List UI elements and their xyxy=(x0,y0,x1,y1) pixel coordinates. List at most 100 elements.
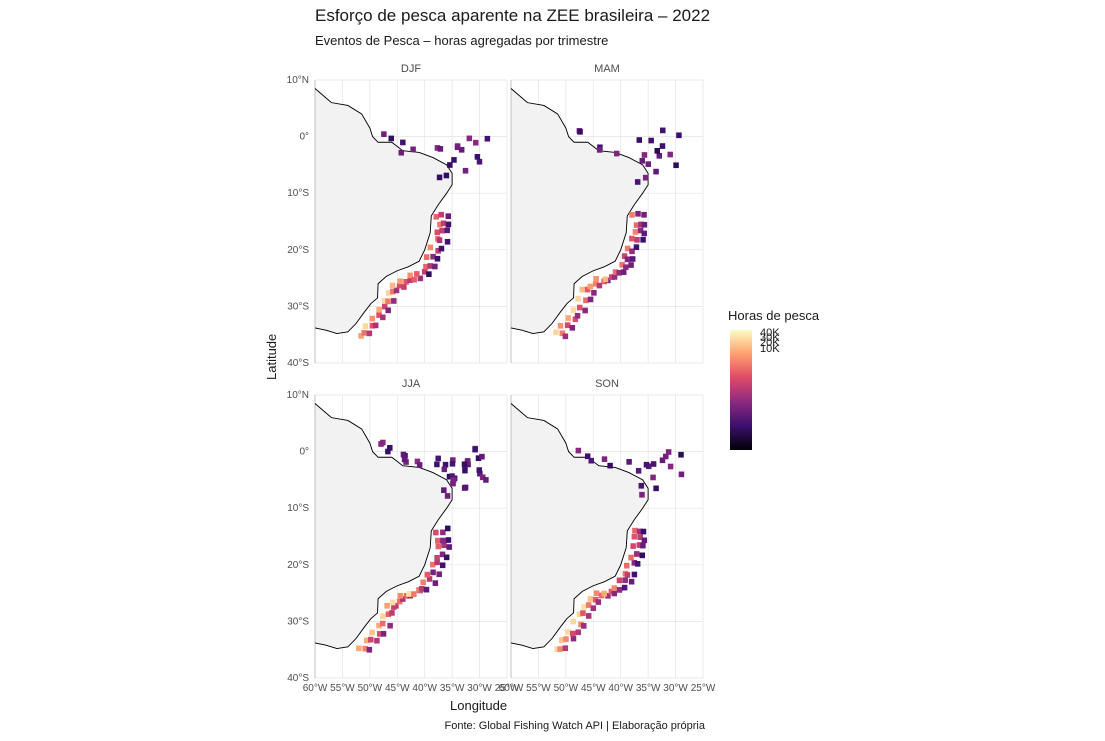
fishing-cell xyxy=(595,599,602,605)
fishing-cell xyxy=(631,533,638,540)
fishing-cell xyxy=(650,461,657,467)
fishing-cell xyxy=(435,543,442,550)
x-tick-label: 35°W xyxy=(636,683,661,694)
fishing-cell xyxy=(443,172,450,179)
fishing-cell xyxy=(631,571,638,578)
fishing-cell xyxy=(434,555,440,561)
fishing-cell xyxy=(569,324,576,331)
fishing-cell xyxy=(454,144,461,151)
fishing-cell xyxy=(570,618,577,625)
fishing-cell xyxy=(423,263,429,270)
fishing-cell xyxy=(580,610,586,616)
legend-tick: 10K xyxy=(760,343,780,355)
fishing-cell xyxy=(391,298,397,304)
fishing-cell xyxy=(607,462,613,469)
fishing-cell xyxy=(414,458,421,465)
fishing-cell xyxy=(361,330,367,336)
fishing-cell xyxy=(440,529,446,536)
fishing-cell xyxy=(439,227,445,234)
fishing-cell xyxy=(667,463,674,470)
y-tick-label: 10°N xyxy=(287,390,309,401)
panel-label: DJF xyxy=(401,63,421,75)
fishing-cell xyxy=(626,459,632,465)
fishing-cell xyxy=(570,635,577,642)
panel-label: MAM xyxy=(594,63,620,75)
fishing-cell xyxy=(632,229,639,235)
fishing-cell xyxy=(570,630,576,637)
fishing-cell xyxy=(416,462,423,468)
fishing-cell xyxy=(591,289,597,296)
fishing-cell xyxy=(623,264,629,271)
fishing-cell xyxy=(593,590,600,597)
fishing-cell xyxy=(445,213,452,220)
x-tick-label: 45°W xyxy=(581,683,606,694)
fishing-cell xyxy=(575,295,581,302)
fishing-cell xyxy=(648,137,654,144)
fishing-cell xyxy=(629,256,636,262)
fishing-cell xyxy=(557,322,564,329)
fishing-cell xyxy=(461,461,468,468)
fishing-cell xyxy=(572,316,579,323)
fishing-cell xyxy=(642,174,649,181)
fishing-cell xyxy=(624,572,631,578)
fishing-cell xyxy=(641,152,648,158)
fishing-cell xyxy=(636,542,643,548)
fishing-cell xyxy=(559,637,565,643)
fishing-cell xyxy=(436,571,442,578)
fishing-cell xyxy=(369,315,376,322)
fishing-cell xyxy=(559,330,566,337)
x-tick-label: 50°W xyxy=(358,683,383,694)
fishing-cell xyxy=(378,441,384,447)
fishing-cell xyxy=(676,132,682,139)
fishing-cell xyxy=(476,158,483,165)
fishing-cell xyxy=(426,576,433,582)
fishing-cell xyxy=(611,590,618,597)
fishing-cell xyxy=(659,143,666,149)
fishing-cell xyxy=(621,584,628,591)
fishing-cell xyxy=(643,461,650,468)
fishing-cell xyxy=(633,222,640,228)
fishing-cell xyxy=(641,537,648,544)
fishing-cell xyxy=(590,605,597,612)
fishing-cell xyxy=(424,571,431,578)
fishing-cell xyxy=(678,451,684,458)
fishing-cell xyxy=(641,221,648,228)
fishing-cell xyxy=(640,236,646,243)
fishing-cell xyxy=(441,466,448,473)
fishing-cell xyxy=(462,467,468,474)
fishing-cell xyxy=(587,283,593,290)
fishing-cell xyxy=(372,322,379,329)
fishing-cell xyxy=(396,282,403,289)
y-tick-label: 40°S xyxy=(287,673,309,684)
fishing-cell xyxy=(376,312,382,318)
fishing-cell xyxy=(637,534,643,540)
fishing-cell xyxy=(484,135,491,142)
fishing-cell xyxy=(385,298,391,305)
fishing-cell xyxy=(407,277,413,284)
fishing-cell xyxy=(434,255,441,262)
fishing-cell xyxy=(629,235,635,242)
legend-tick: 30K xyxy=(760,332,780,344)
fishing-cell xyxy=(564,322,571,329)
fishing-cell xyxy=(380,314,386,321)
fishing-cell xyxy=(444,493,451,499)
fishing-cell xyxy=(557,646,563,652)
fishing-cell xyxy=(435,247,441,254)
fishing-cell xyxy=(369,629,375,636)
fishing-cell xyxy=(427,263,433,269)
y-tick-label: 30°S xyxy=(287,301,309,312)
fishing-cell xyxy=(435,537,441,544)
fishing-cell xyxy=(434,145,441,151)
fishing-cell xyxy=(641,211,647,218)
fishing-cell xyxy=(376,631,383,637)
fishing-cell xyxy=(576,611,583,618)
fishing-cell xyxy=(641,230,647,237)
fishing-cell xyxy=(384,602,390,609)
fishing-cell xyxy=(614,150,620,157)
fishing-cell xyxy=(439,562,446,569)
fishing-cell xyxy=(576,304,583,311)
fishing-cell xyxy=(660,127,666,134)
x-tick-label: 45°W xyxy=(385,683,410,694)
fishing-cell xyxy=(621,253,628,259)
fishing-cell xyxy=(368,636,374,643)
